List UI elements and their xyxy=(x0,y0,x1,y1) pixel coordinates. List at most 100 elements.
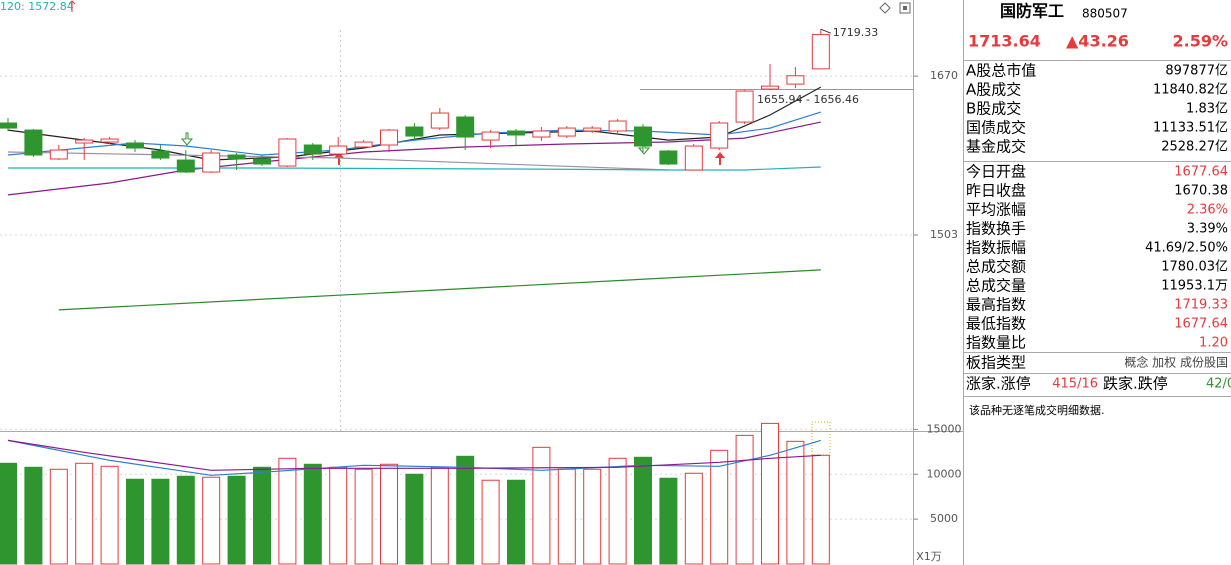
ma-line xyxy=(7,121,821,196)
candle-body xyxy=(126,142,144,149)
icon[interactable] xyxy=(899,2,911,14)
volume-bar xyxy=(735,434,754,565)
buy-arrow xyxy=(715,152,725,165)
row-label: 总成交额 xyxy=(966,258,1026,276)
volume-bar xyxy=(126,478,144,565)
volume-bar xyxy=(354,468,373,565)
candle-body xyxy=(557,127,576,137)
y-tick-label: 10000 xyxy=(927,467,962,480)
volume-bar xyxy=(202,476,221,565)
y-tick-label: 5000 xyxy=(930,512,958,525)
candle-body xyxy=(75,139,94,144)
row-value[interactable]: 概念 加权 成份股国 xyxy=(1124,355,1228,370)
icon[interactable] xyxy=(879,2,891,14)
row-label: 总成交量 xyxy=(966,277,1026,295)
row-label: 今日开盘 xyxy=(966,163,1026,181)
row-label: 板指类型 xyxy=(966,354,1026,372)
volume-bar xyxy=(430,466,449,565)
row-value: 2.36% xyxy=(1187,203,1228,218)
note: 该品种无逐笔成交明细数据. xyxy=(969,403,1105,417)
y-tick-label: 1670 xyxy=(930,69,958,82)
volume-bar xyxy=(634,456,652,565)
volume-bar xyxy=(456,455,475,565)
candle-body xyxy=(430,112,449,129)
row-label: 国债成交 xyxy=(966,119,1026,137)
row-label: 指数换手 xyxy=(966,220,1026,238)
row-value: 1.83亿 xyxy=(1186,102,1228,117)
candle-body xyxy=(481,131,500,141)
ma-line xyxy=(7,439,821,476)
row-label: 最高指数 xyxy=(966,296,1026,314)
volume-bar xyxy=(24,466,43,565)
price: 1713.64 xyxy=(968,32,1041,51)
candle-body xyxy=(634,126,652,147)
candle-body xyxy=(0,122,17,129)
volume-bar xyxy=(557,468,576,565)
y-tick-label: 15000 xyxy=(927,422,962,435)
ma-line xyxy=(58,269,821,311)
volume-bar xyxy=(507,479,525,565)
y-tick-label: 1503 xyxy=(930,228,958,241)
row-value: 1780.03亿 xyxy=(1161,260,1228,275)
row-value: 11133.51亿 xyxy=(1153,121,1228,136)
candle-body xyxy=(278,138,297,167)
candle-body xyxy=(227,154,246,160)
volume-bar xyxy=(176,475,195,565)
volume-bar xyxy=(380,463,398,565)
candle-body xyxy=(405,126,424,137)
candle-body xyxy=(811,34,830,70)
change: ▲43.26 xyxy=(1066,32,1129,51)
volume-bar xyxy=(684,472,703,565)
candle-body xyxy=(786,75,805,85)
candle-body xyxy=(583,127,602,132)
row-value: 1670.38 xyxy=(1174,184,1228,199)
volume-bar xyxy=(659,477,678,565)
candle-body xyxy=(151,150,170,159)
volume-bar xyxy=(151,478,170,565)
row-value: 3.39% xyxy=(1187,222,1228,237)
row-value: 897877亿 xyxy=(1165,64,1228,79)
icon[interactable] xyxy=(903,6,907,10)
candle-body xyxy=(761,85,779,90)
candle-body xyxy=(253,158,271,165)
volume-bar xyxy=(303,463,322,565)
volume-bar xyxy=(761,422,779,565)
candle-body xyxy=(354,141,373,148)
index-code: 880507 xyxy=(1082,7,1128,21)
ma-line xyxy=(7,151,669,171)
max-label: 1719.33 xyxy=(833,26,879,39)
volume-bar xyxy=(710,449,729,565)
row-label: 基金成交 xyxy=(966,138,1026,156)
volume-bar xyxy=(0,462,17,565)
candle-body xyxy=(532,130,551,138)
volume-bar xyxy=(49,468,68,565)
row-label: 指数振幅 xyxy=(966,239,1026,257)
volume-bar xyxy=(100,465,119,565)
sell-arrow xyxy=(180,132,194,146)
volume-bar xyxy=(786,440,805,565)
candle-body xyxy=(380,129,398,146)
candle-body xyxy=(684,145,703,171)
row-label: 昨日收盘 xyxy=(966,182,1026,200)
ma-line xyxy=(7,439,821,471)
candle-body xyxy=(24,129,43,156)
candle-body xyxy=(202,152,221,173)
candle-body xyxy=(329,145,348,155)
row-label: 最低指数 xyxy=(966,315,1026,333)
max-pointer xyxy=(820,28,831,34)
unit-label: X1万 xyxy=(916,550,942,563)
volume-bar xyxy=(329,466,348,565)
row-label: B股成交 xyxy=(966,100,1021,118)
row-value: 1677.64 xyxy=(1174,317,1228,332)
row-value: 41.69/2.50% xyxy=(1145,241,1228,256)
row-label: A股总市值 xyxy=(966,62,1036,80)
volume-bar xyxy=(227,475,246,565)
change-pct: 2.59% xyxy=(1172,32,1228,51)
row-label: 涨家.涨停 xyxy=(966,375,1031,393)
volume-bar xyxy=(75,462,94,565)
row-label: 平均涨幅 xyxy=(966,201,1026,219)
row-value: 11840.82亿 xyxy=(1153,83,1228,98)
row-value: 11953.1万 xyxy=(1161,279,1228,294)
candle-body xyxy=(659,150,678,165)
